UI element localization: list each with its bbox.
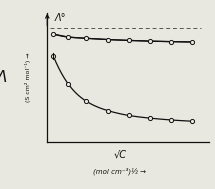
Text: √C: √C (113, 149, 126, 160)
Text: Λ: Λ (0, 70, 7, 85)
Text: Λ°: Λ° (55, 13, 66, 23)
Text: (mol cm⁻³)½ →: (mol cm⁻³)½ → (93, 167, 146, 175)
Text: (S cm² mol⁻¹) →: (S cm² mol⁻¹) → (25, 53, 31, 102)
